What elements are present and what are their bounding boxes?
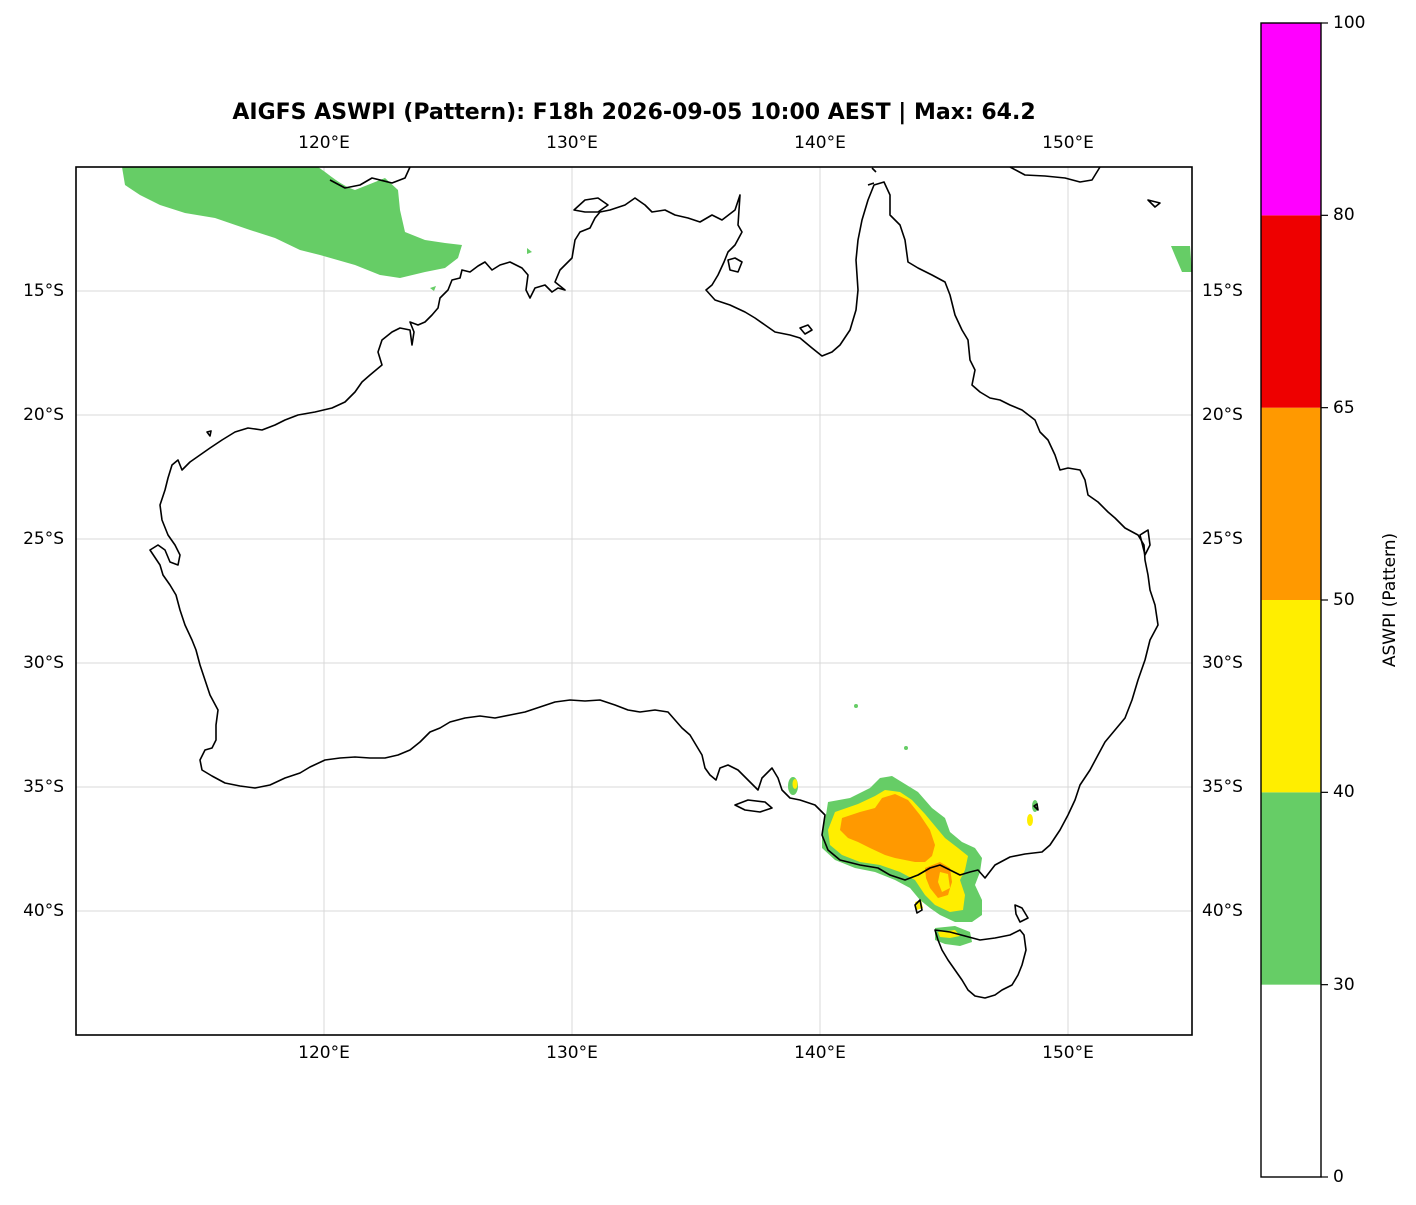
lat-tick-label-right: 35°S	[1202, 777, 1243, 797]
lat-tick-label-left: 40°S	[23, 901, 64, 921]
colorbar-tick-label: 0	[1333, 1167, 1344, 1187]
colorbar-segment	[1261, 215, 1321, 408]
colorbar	[1260, 22, 1328, 1178]
lon-tick-label-top: 120°E	[298, 133, 350, 153]
lon-tick-label-top: 150°E	[1042, 133, 1094, 153]
lat-tick-label-right: 25°S	[1202, 529, 1243, 549]
colorbar-label: ASWPI (Pattern)	[1380, 532, 1400, 668]
colorbar-tick-label: 65	[1333, 397, 1355, 418]
colorbar-segment	[1261, 600, 1321, 793]
coast-barrow-island	[206, 430, 212, 437]
coast-groote-eylandt	[727, 257, 743, 273]
coast-fraser-island	[1139, 529, 1151, 556]
coast-tasmania	[934, 929, 1027, 999]
lon-tick-label-bottom: 130°E	[546, 1043, 598, 1063]
coast-king-island	[914, 899, 923, 914]
lon-tick-label-top: 130°E	[546, 133, 598, 153]
shade-coral-sea	[1171, 246, 1192, 272]
shade-speck-1	[854, 704, 858, 708]
lat-tick-label-left: 35°S	[23, 777, 64, 797]
shade-timor-sea	[122, 167, 462, 278]
shade-yellow-blob-1	[938, 872, 950, 892]
coast-mainland	[149, 181, 1159, 881]
lat-tick-label-left: 15°S	[23, 281, 64, 301]
lon-tick-label-bottom: 120°E	[298, 1043, 350, 1063]
shade-dot-1	[527, 248, 532, 254]
lat-tick-label-right: 15°S	[1202, 281, 1243, 301]
lat-tick-label-right: 40°S	[1202, 901, 1243, 921]
shade-victoria-orange	[840, 794, 935, 862]
lat-tick-label-left: 20°S	[23, 405, 64, 425]
coast-cape-york-tip	[867, 167, 877, 186]
coast-sumatra-edge	[1147, 199, 1161, 208]
aswpi-shading	[122, 167, 1192, 946]
colorbar-tick-label: 40	[1333, 782, 1355, 803]
lat-tick-label-left: 25°S	[23, 529, 64, 549]
lon-tick-label-bottom: 140°E	[794, 1043, 846, 1063]
colorbar-tick-label: 50	[1333, 590, 1355, 610]
lat-tick-label-right: 20°S	[1202, 405, 1243, 425]
coast-mornington-island	[799, 324, 813, 335]
shade-speck-6	[792, 779, 798, 789]
shade-dot-2	[430, 286, 436, 291]
colorbar-segment	[1261, 792, 1321, 985]
colorbar-segment	[1261, 23, 1321, 216]
coast-kangaroo-island	[734, 799, 773, 813]
shade-tasmania-yellow	[938, 930, 960, 938]
colorbar-segment	[1261, 407, 1321, 600]
lon-tick-label-bottom: 150°E	[1042, 1043, 1094, 1063]
shade-speck-2	[904, 746, 908, 750]
lon-tick-label-top: 140°E	[794, 133, 846, 153]
coast-melville-island	[573, 197, 609, 213]
coastline	[149, 166, 1161, 999]
lat-tick-label-right: 30°S	[1202, 653, 1243, 673]
coast-timor-edge	[329, 166, 411, 189]
shade-speck-4	[1027, 814, 1033, 826]
colorbar-tick-label: 80	[1333, 205, 1355, 226]
colorbar-tick-label: 30	[1333, 974, 1355, 995]
coast-lord-howe	[1033, 803, 1039, 811]
lat-tick-label-left: 30°S	[23, 653, 64, 673]
map-title: AIGFS ASWPI (Pattern): F18h 2026-09-05 1…	[232, 100, 1036, 125]
colorbar-segment	[1261, 984, 1321, 1177]
coast-png-edge	[1009, 166, 1101, 183]
gridlines	[76, 167, 1192, 1035]
coast-flinders-island	[1014, 904, 1029, 923]
map-frame	[75, 166, 1193, 1036]
colorbar-tick-label: 100	[1333, 13, 1366, 33]
